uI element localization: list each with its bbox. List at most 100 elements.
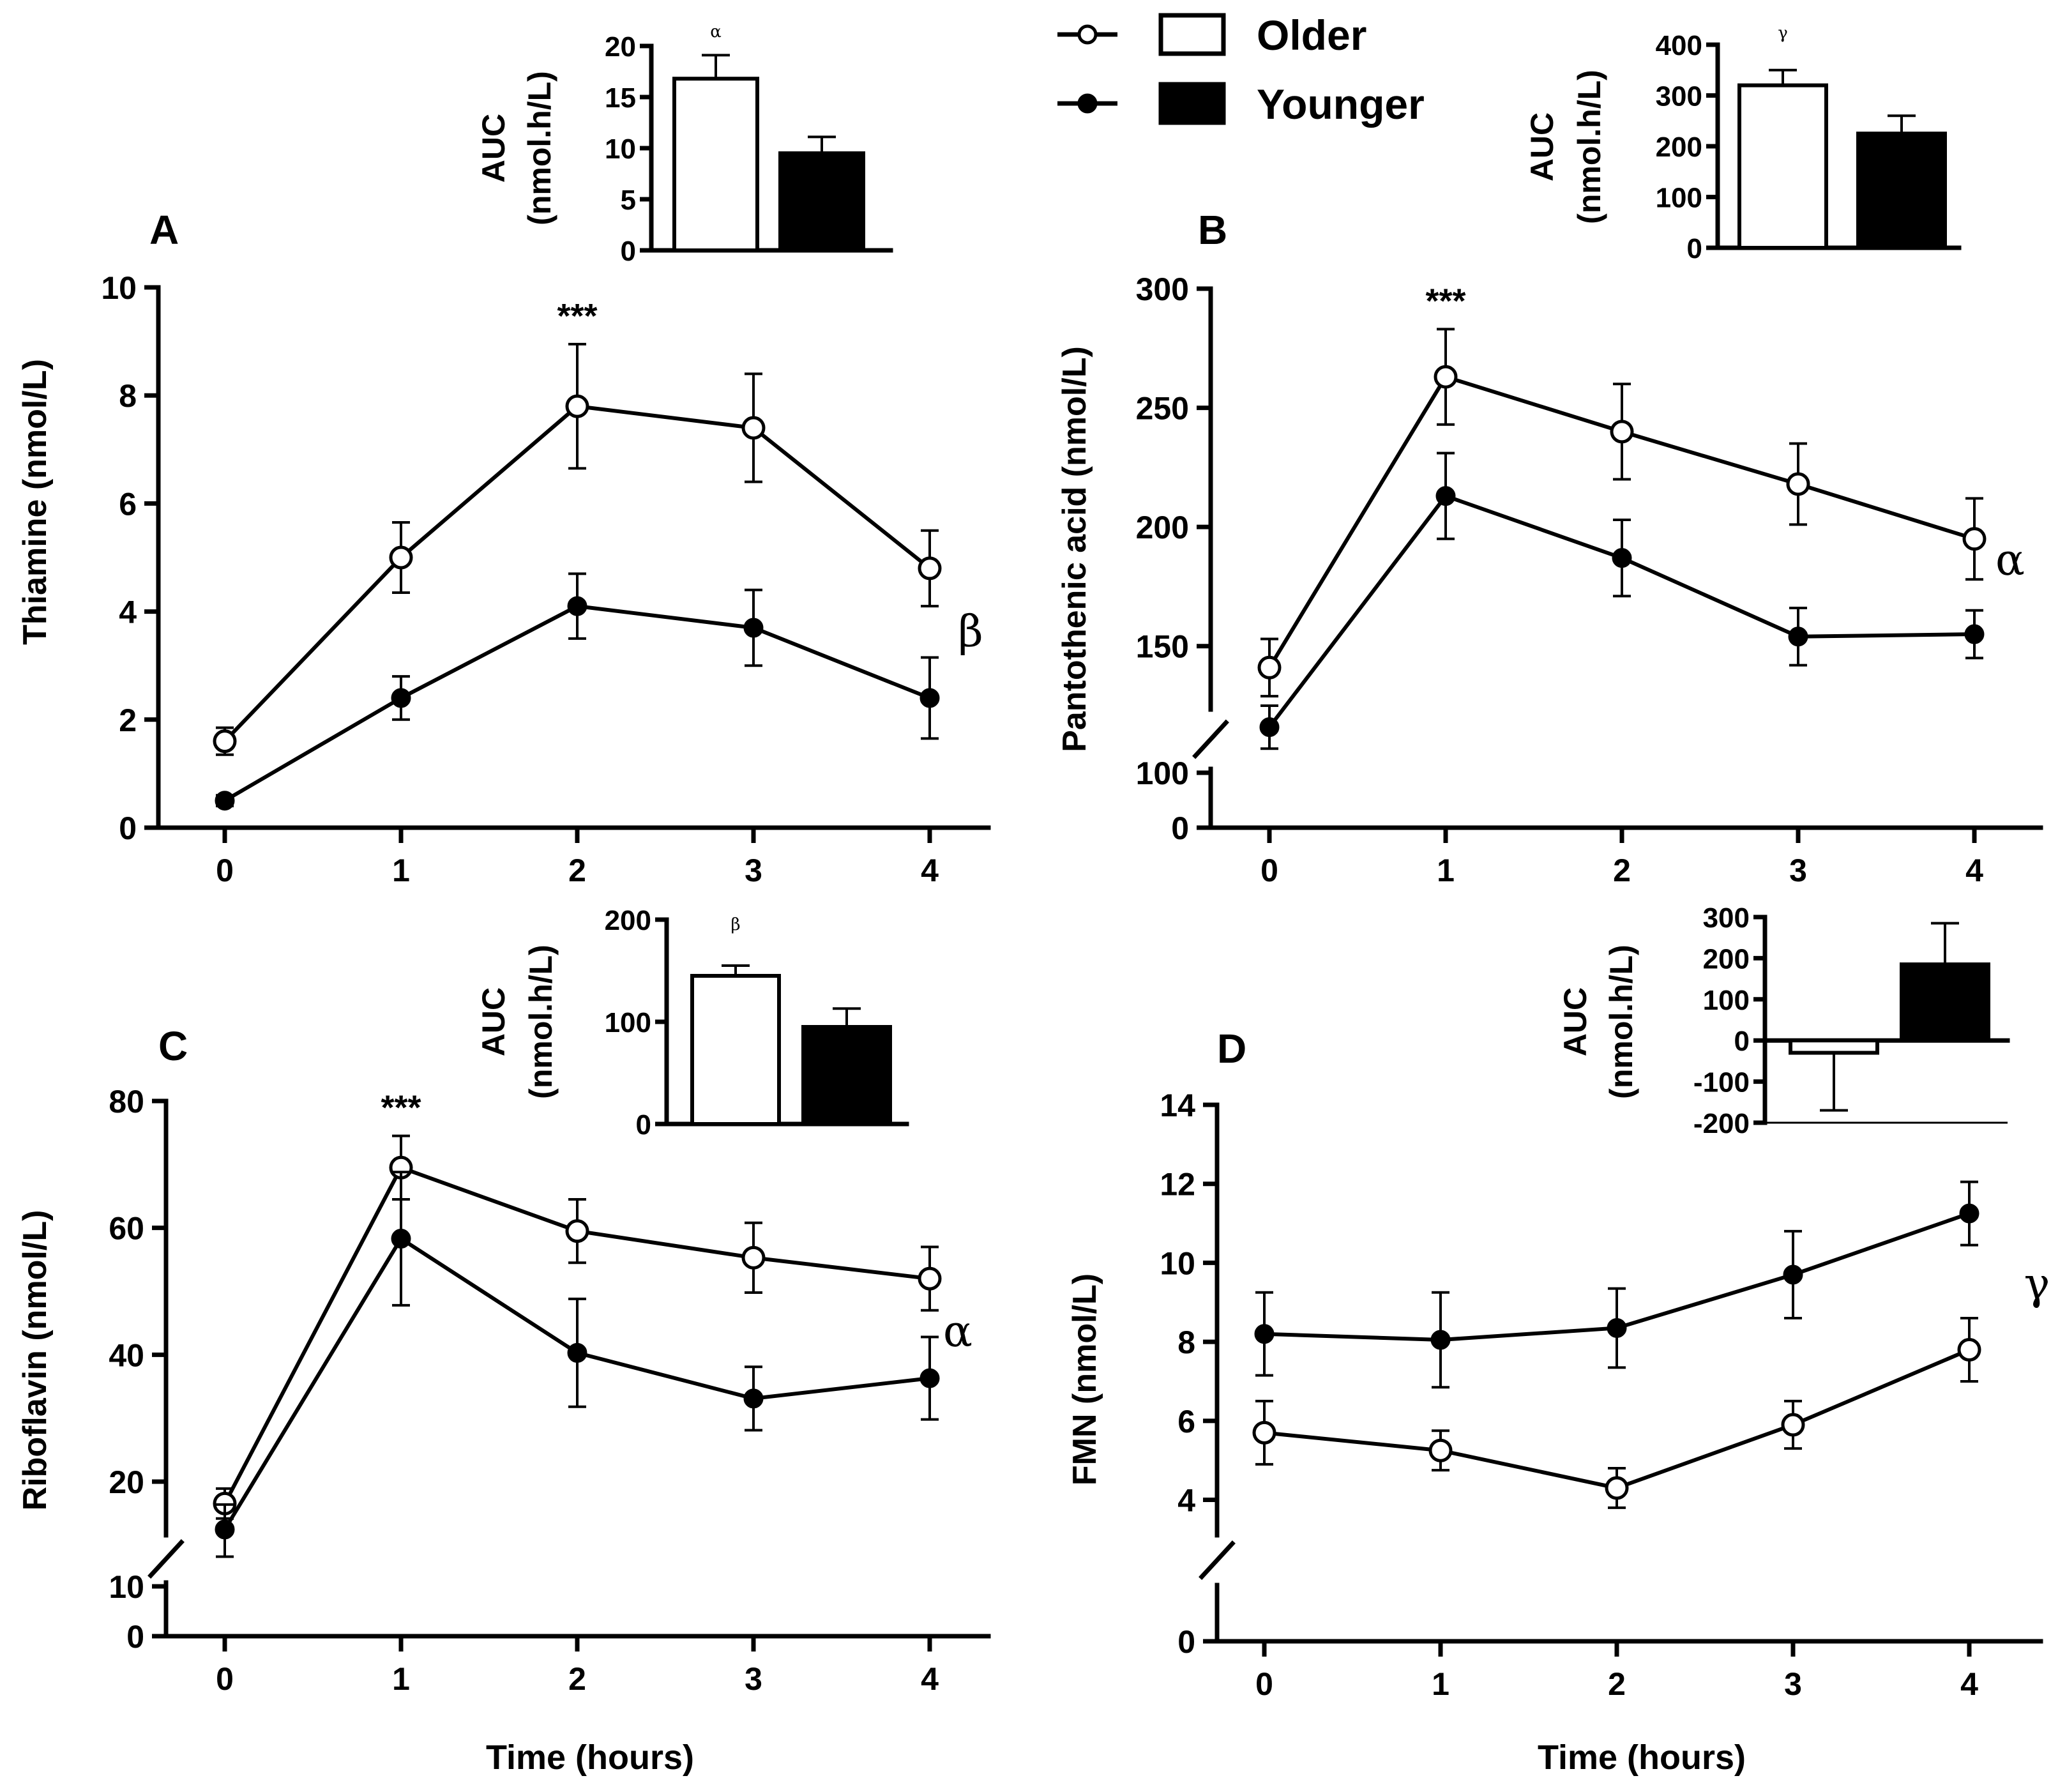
panel-C: C 0 10 20 40 60 80 0 1 2 3 4 Riboflavin (nmol/L) Time… — [17, 905, 991, 1777]
inset-bar-younger — [1856, 132, 1947, 250]
x-tick-label: 3 — [745, 853, 762, 888]
data-point-older — [1786, 472, 1810, 496]
inset-auc-chart: 0 100 200 300 400 γ AUC (nmol.h/L) — [1524, 24, 1962, 264]
y-axis-label: FMN (nmol/L) — [1066, 1273, 1103, 1485]
y-axis-label: Pantothenic acid (nmol/L) — [1056, 346, 1093, 752]
y-tick-label: 6 — [1177, 1404, 1195, 1439]
y-tick-label: 0 — [126, 1619, 144, 1655]
inset-y-label-line1: AUC — [1524, 112, 1560, 181]
y-tick-label: 150 — [1136, 629, 1189, 665]
y-tick-label: 8 — [119, 378, 137, 414]
y-tick-label: 300 — [1136, 271, 1189, 307]
data-point-older — [1428, 1438, 1453, 1462]
x-axis-label: Time (hours) — [1538, 1738, 1746, 1777]
data-point-older — [1781, 1413, 1805, 1437]
data-point-younger — [1259, 717, 1280, 738]
data-point-older — [1610, 420, 1634, 444]
inset-bar-older — [1789, 1038, 1879, 1055]
inset-y-label-line2: (nmol.h/L) — [1603, 945, 1639, 1099]
inset-y-label-line1: AUC — [476, 114, 511, 183]
data-point-younger — [1788, 626, 1808, 647]
y-tick-label: 100 — [1136, 756, 1189, 791]
data-point-younger — [1959, 1203, 1979, 1224]
significance-annotation: *** — [557, 297, 597, 335]
data-point-younger — [1964, 624, 1985, 644]
series-older — [1257, 328, 1987, 698]
x-tick-label: 0 — [216, 1661, 234, 1697]
x-tick-label: 4 — [1965, 853, 1983, 888]
inset-bar-older — [690, 974, 781, 1126]
inset-y-tick-label: 0 — [636, 1109, 651, 1141]
y-tick-label: 14 — [1160, 1088, 1195, 1123]
series-older — [213, 342, 942, 756]
inset-symbol: γ — [1778, 24, 1788, 43]
y-tick-label: 0 — [1171, 810, 1189, 846]
inset-bar-younger — [801, 1025, 892, 1126]
x-tick-label: 2 — [568, 853, 586, 888]
inset-y-tick-label: 300 — [1656, 81, 1702, 112]
x-tick-label: 2 — [1608, 1666, 1626, 1702]
data-point-younger — [391, 688, 411, 708]
inset-y-tick-label: 100 — [605, 1007, 651, 1038]
inset-y-label-line2: (nmol.h/L) — [1571, 70, 1607, 224]
data-point-younger — [215, 1519, 235, 1540]
inset-bar-younger — [778, 151, 865, 252]
legend: Older Younger — [1057, 11, 1425, 128]
inset-y-tick-label: 200 — [1656, 132, 1702, 163]
x-tick-label: 1 — [1432, 1666, 1449, 1702]
x-tick-label: 4 — [1960, 1666, 1978, 1702]
y-tick-label: 0 — [119, 810, 137, 846]
x-tick-label: 0 — [1255, 1666, 1273, 1702]
data-point-younger — [567, 1342, 587, 1363]
x-tick-label: 3 — [1789, 853, 1807, 888]
series-younger — [215, 572, 940, 811]
inset-auc-chart: 0 100 200 β AUC (nmol.h/L) — [476, 905, 909, 1141]
inset-y-tick-label: 300 — [1703, 902, 1750, 934]
series-younger — [215, 1171, 940, 1558]
inset-bar-older — [1737, 83, 1828, 250]
inset-bar-younger — [1900, 962, 1990, 1043]
legend-swatch-older — [1158, 13, 1226, 56]
panel-label: B — [1198, 207, 1227, 253]
data-point-older — [1605, 1476, 1629, 1500]
y-tick-label: 2 — [119, 702, 137, 738]
y-tick-label: 6 — [119, 486, 137, 522]
data-point-younger — [920, 1368, 940, 1388]
inset-y-label-line2: (nmol.h/L) — [522, 71, 557, 225]
inset-y-tick-label: -100 — [1693, 1067, 1750, 1098]
y-tick-label: 200 — [1136, 510, 1189, 545]
legend-marker-older — [1077, 24, 1098, 45]
inset-y-label-line1: AUC — [476, 987, 511, 1056]
data-point-younger — [1430, 1330, 1451, 1350]
y-tick-label: 250 — [1136, 391, 1189, 427]
inset-y-tick-label: 100 — [1656, 183, 1702, 214]
y-tick-label: 40 — [109, 1337, 144, 1373]
inset-y-tick-label: 20 — [605, 31, 636, 63]
legend-label-older: Older — [1257, 11, 1366, 59]
legend-item-younger: Younger — [1057, 80, 1425, 128]
data-point-younger — [391, 1229, 411, 1249]
inset-auc-chart: 0 5 10 15 20 α AUC (nmol.h/L) — [476, 22, 893, 267]
data-point-older — [213, 729, 237, 754]
y-axis-label: Thiamine (nmol/L) — [17, 359, 54, 645]
x-tick-label: 1 — [1437, 853, 1455, 888]
y-tick-label: 4 — [1177, 1483, 1195, 1519]
y-tick-label: 60 — [109, 1211, 144, 1247]
data-point-older — [1252, 1420, 1276, 1445]
panel-label: C — [158, 1023, 188, 1069]
data-point-younger — [1607, 1317, 1627, 1338]
inset-y-tick-label: 0 — [621, 236, 636, 267]
x-tick-label: 1 — [392, 1661, 410, 1697]
significance-annotation: *** — [381, 1089, 421, 1127]
legend-label-younger: Younger — [1257, 80, 1425, 128]
data-point-older — [741, 416, 766, 440]
inset-y-label-line1: AUC — [1557, 987, 1593, 1056]
inset-auc-chart: -200 -100 0 100 200 300 AUC (nmol.h/L) — [1557, 902, 2010, 1139]
significance-annotation: *** — [1425, 282, 1465, 320]
data-point-older — [565, 1219, 589, 1243]
group-symbol: α — [1995, 535, 2025, 586]
data-point-older — [389, 545, 413, 570]
panel-label: D — [1217, 1026, 1246, 1072]
data-point-older — [741, 1245, 766, 1270]
